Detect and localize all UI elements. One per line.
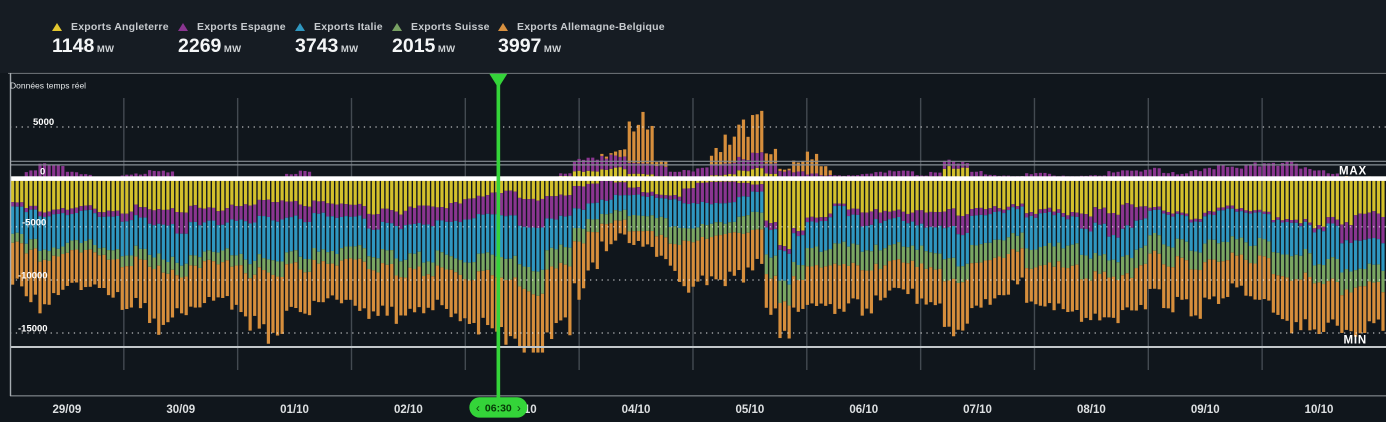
cursor-prev-button[interactable]: ‹: [476, 401, 480, 415]
exports-stacked-chart[interactable]: 5000 0 -5000 -10000 -15000 Données temps réel…: [0, 72, 1386, 422]
triangle-icon: [295, 23, 305, 31]
legend-value: 2015 MW: [392, 35, 456, 57]
max-label: MAX: [1339, 166, 1367, 178]
cursor-time-pill[interactable]: [469, 397, 528, 418]
triangle-icon: [52, 23, 62, 31]
legend-bar: Exports Angleterre 1148 MW Exports Espagn…: [0, 0, 1386, 73]
legend-label: Exports Suisse: [411, 21, 490, 33]
legend-label: Exports Italie: [314, 21, 383, 33]
legend-value: 3997 MW: [498, 35, 562, 57]
realtime-data-label: Données temps réel: [10, 81, 86, 91]
legend-value: 2269 MW: [178, 35, 242, 57]
legend-item-allemagne-belgique[interactable]: Exports Allemagne-Belgique 3997 MW: [498, 21, 665, 57]
triangle-icon: [392, 23, 402, 31]
legend-label: Exports Angleterre: [71, 21, 169, 33]
x-tick-label: 08/10: [1077, 404, 1106, 416]
x-tick-label: 10/10: [1305, 404, 1334, 416]
triangle-icon: [178, 23, 188, 31]
y-tick-label: -10000: [18, 271, 48, 282]
cursor-time-label: 06:30: [485, 403, 512, 415]
legend-item-suisse[interactable]: Exports Suisse 2015 MW: [392, 21, 490, 57]
x-tick-label: 04/10: [622, 404, 651, 416]
min-label: MIN: [1344, 335, 1367, 347]
legend-value: 1148 MW: [52, 35, 115, 57]
x-tick-label: 05/10: [736, 404, 765, 416]
x-tick-label: 29/09: [53, 404, 82, 416]
time-cursor[interactable]: ‹ › 06:30: [469, 73, 528, 418]
y-tick-label: 5000: [33, 117, 54, 128]
legend-item-italie[interactable]: Exports Italie 3743 MW: [295, 21, 383, 57]
x-tick-label: 01/10: [280, 404, 309, 416]
x-tick-label: 06/10: [849, 404, 878, 416]
x-tick-label: 30/09: [166, 404, 195, 416]
y-tick-label: -5000: [22, 218, 46, 229]
x-tick-label: 02/10: [394, 404, 423, 416]
legend-value: 3743 MW: [295, 35, 359, 57]
triangle-icon: [498, 23, 508, 31]
legend-item-espagne[interactable]: Exports Espagne 2269 MW: [178, 21, 286, 57]
legend-label: Exports Allemagne-Belgique: [517, 21, 665, 33]
cursor-next-button[interactable]: ›: [517, 401, 521, 415]
legend-item-angleterre[interactable]: Exports Angleterre 1148 MW: [52, 21, 169, 57]
legend-label: Exports Espagne: [197, 21, 286, 33]
x-tick-label: 07/10: [963, 404, 992, 416]
y-tick-label: -15000: [18, 324, 48, 335]
x-tick-label: 09/10: [1191, 404, 1220, 416]
y-tick-label: 0: [40, 167, 45, 178]
